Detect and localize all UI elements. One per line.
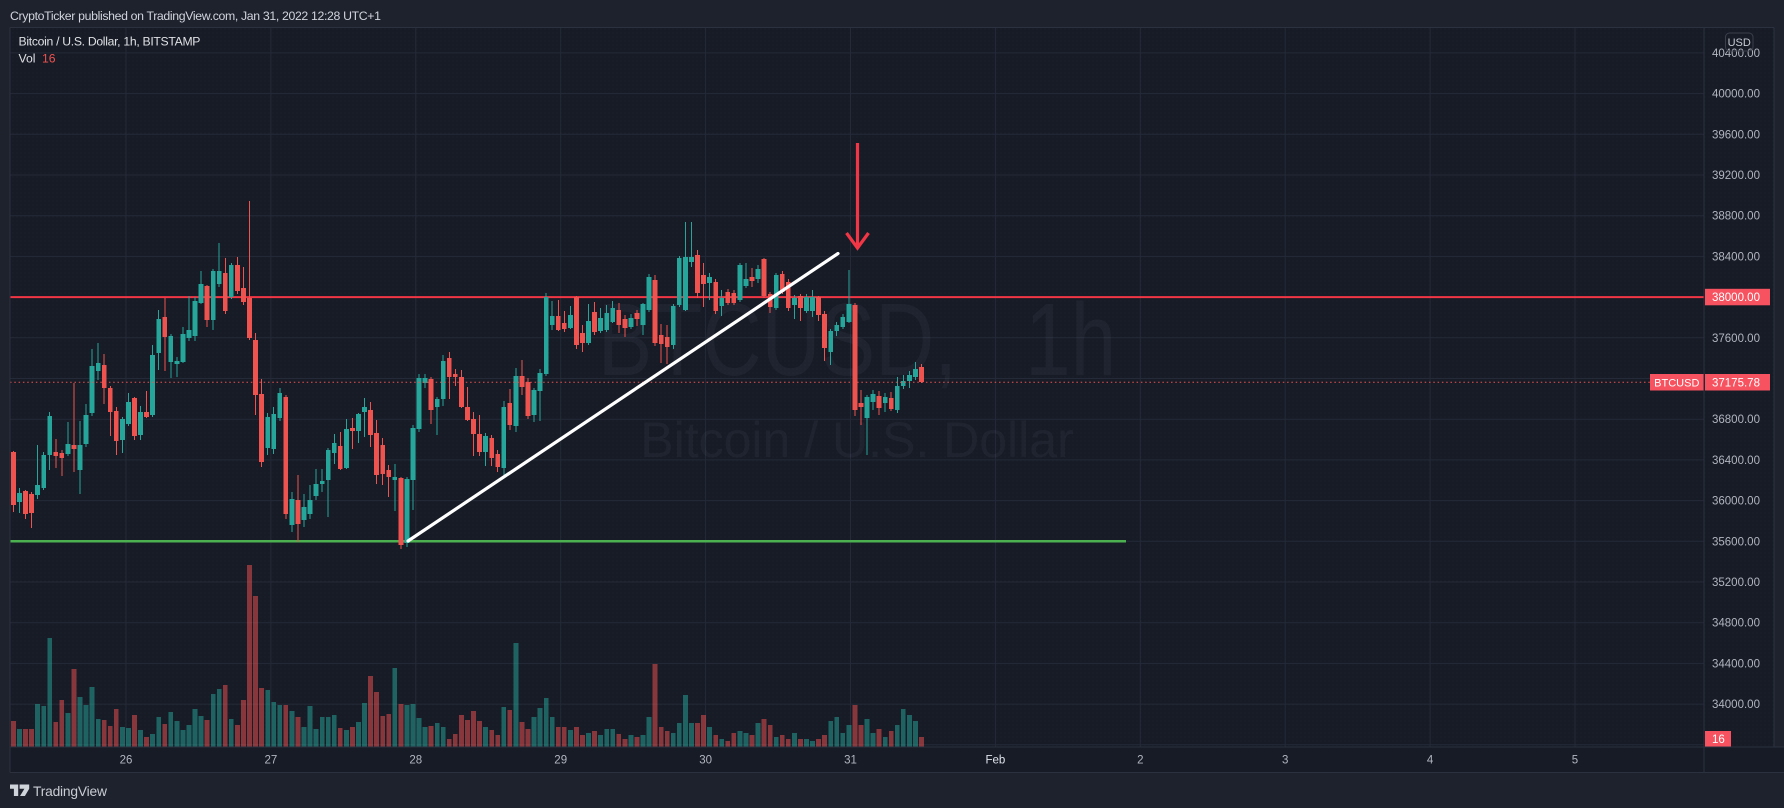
svg-text:2: 2	[1137, 755, 1143, 767]
svg-text:37175.78: 37175.78	[1712, 377, 1760, 389]
svg-text:38000.00: 38000.00	[1712, 292, 1760, 304]
svg-text:38800.00: 38800.00	[1712, 211, 1760, 223]
svg-text:26: 26	[120, 755, 133, 767]
svg-text:3: 3	[1282, 755, 1288, 767]
svg-text:Feb: Feb	[985, 755, 1005, 767]
svg-text:34000.00: 34000.00	[1712, 699, 1760, 711]
svg-text:34400.00: 34400.00	[1712, 658, 1760, 670]
svg-text:5: 5	[1572, 755, 1578, 767]
svg-text:38400.00: 38400.00	[1712, 251, 1760, 263]
svg-text:Bitcoin / U.S. Dollar, 1h, BIT: Bitcoin / U.S. Dollar, 1h, BITSTAMP	[19, 35, 201, 49]
svg-text:35600.00: 35600.00	[1712, 536, 1760, 548]
svg-text:28: 28	[409, 755, 422, 767]
svg-text:USD: USD	[1728, 37, 1751, 49]
svg-text:16: 16	[1712, 734, 1725, 746]
svg-text:36000.00: 36000.00	[1712, 496, 1760, 508]
svg-text:29: 29	[554, 755, 567, 767]
svg-text:37600.00: 37600.00	[1712, 333, 1760, 345]
svg-text:16: 16	[42, 52, 56, 66]
svg-text:Bitcoin / U.S. Dollar: Bitcoin / U.S. Dollar	[640, 412, 1073, 468]
svg-text:27: 27	[265, 755, 278, 767]
svg-text:BTCUSD: BTCUSD	[1654, 377, 1699, 389]
svg-text:30: 30	[699, 755, 712, 767]
svg-text:39200.00: 39200.00	[1712, 170, 1760, 182]
svg-text:34800.00: 34800.00	[1712, 618, 1760, 630]
svg-text:35200.00: 35200.00	[1712, 577, 1760, 589]
svg-text:36400.00: 36400.00	[1712, 455, 1760, 467]
svg-text:31: 31	[844, 755, 857, 767]
svg-text:TradingView: TradingView	[33, 784, 107, 799]
svg-text:39600.00: 39600.00	[1712, 129, 1760, 141]
svg-text:Vol: Vol	[19, 52, 36, 66]
svg-text:40400.00: 40400.00	[1712, 48, 1760, 60]
svg-text:40000.00: 40000.00	[1712, 89, 1760, 101]
svg-text:CryptoTicker published on Trad: CryptoTicker published on TradingView.co…	[10, 9, 381, 23]
svg-text:36800.00: 36800.00	[1712, 414, 1760, 426]
svg-text:4: 4	[1427, 755, 1434, 767]
